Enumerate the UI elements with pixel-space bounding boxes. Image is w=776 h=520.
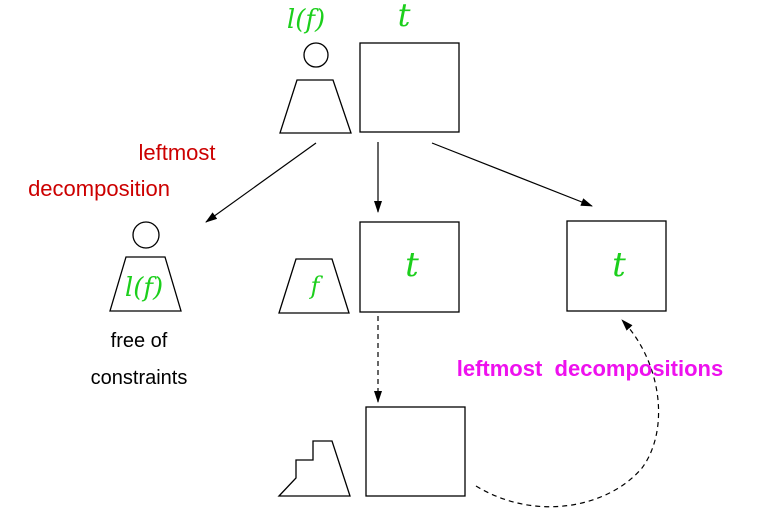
free-of-label: free of bbox=[111, 330, 168, 352]
middle-t-label: t bbox=[405, 245, 419, 285]
arrow-to-left bbox=[205, 142, 317, 223]
right-tree-box bbox=[566, 220, 667, 312]
top-t-label: t bbox=[398, 0, 411, 34]
middle-trapezoid bbox=[278, 258, 350, 314]
middle-f-label: f bbox=[309, 272, 324, 300]
constraints-label: constraints bbox=[91, 367, 188, 389]
top-trapezoid bbox=[279, 79, 352, 134]
dashed-curve-arrow bbox=[475, 319, 660, 508]
middle-tree-box bbox=[359, 221, 460, 313]
bottom-node bbox=[277, 406, 466, 497]
bottom-tree-box bbox=[365, 406, 466, 497]
top-tree-box bbox=[359, 42, 460, 133]
left-trapezoid bbox=[109, 256, 182, 312]
top-head-circle bbox=[303, 42, 329, 68]
bottom-stepped-shape bbox=[277, 440, 351, 497]
right-branch: t bbox=[566, 220, 667, 312]
left-head-circle bbox=[132, 221, 160, 249]
leftmost-label: leftmost bbox=[138, 140, 215, 165]
left-lf-label: l(f) bbox=[125, 273, 163, 303]
decomposition-label: decomposition bbox=[28, 176, 170, 201]
left-branch: leftmost decomposition l(f) free of cons… bbox=[28, 140, 215, 389]
middle-branch: f t bbox=[278, 221, 460, 314]
top-node: l(f) t bbox=[279, 0, 460, 134]
arrow-to-right bbox=[431, 142, 593, 207]
top-lf-label: l(f) bbox=[287, 5, 325, 35]
right-t-label: t bbox=[612, 245, 626, 285]
leftmost-decompositions-label: leftmost decompositions bbox=[457, 356, 723, 381]
